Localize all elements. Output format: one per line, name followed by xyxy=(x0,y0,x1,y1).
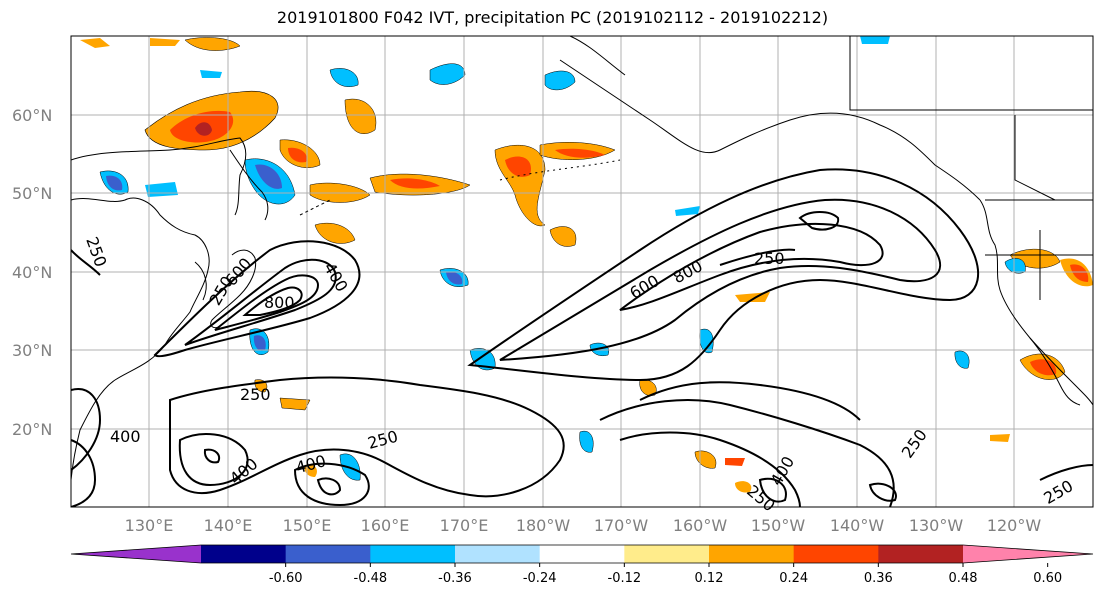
colorbar-tick-label: -0.60 xyxy=(269,571,303,586)
colorbar-tick-label: 0.60 xyxy=(1033,571,1062,586)
lat-tick-label: 30°N xyxy=(12,341,52,360)
lon-tick-label: 150°E xyxy=(283,516,332,535)
colorbar-tick-label: -0.36 xyxy=(438,571,472,586)
colorbar-tick-label: 0.36 xyxy=(864,571,893,586)
colorbar-outline xyxy=(70,544,1094,564)
lon-tick-labels: 130°E 140°E 150°E 160°E 170°E 180°W 170°… xyxy=(125,516,1042,535)
lon-tick-label: 130°W xyxy=(909,516,964,535)
colorbar-segment xyxy=(285,545,371,563)
colorbar-segment xyxy=(455,545,541,563)
colorbar-tick-label: -0.48 xyxy=(354,571,388,586)
contour-label: 800 xyxy=(264,293,295,312)
map-title: 2019101800 F042 IVT, precipitation PC (2… xyxy=(276,8,829,27)
colorbar-tick-label: -0.24 xyxy=(523,571,557,586)
contour-label: 250 xyxy=(754,249,785,268)
lat-tick-label: 40°N xyxy=(12,263,52,282)
lon-tick-label: 180°W xyxy=(516,516,571,535)
colorbar-segment xyxy=(878,545,964,563)
map-frame xyxy=(70,35,1094,508)
lat-tick-labels: 60°N 50°N 40°N 30°N 20°N xyxy=(12,106,52,439)
lon-tick-label: 160°W xyxy=(673,516,728,535)
contour-label: 250 xyxy=(240,385,271,404)
lon-tick-label: 130°E xyxy=(125,516,174,535)
lon-tick-label: 150°W xyxy=(751,516,806,535)
colorbar-segment xyxy=(539,545,625,563)
colorbar: -0.60 -0.48 -0.36 -0.24 -0.12 0.12 0.24 0.36 0.4… xyxy=(70,544,1094,586)
ivt-contours xyxy=(71,168,1093,507)
colorbar-extend-low xyxy=(71,545,201,563)
colorbar-segment xyxy=(624,545,710,563)
lon-tick-label: 170°E xyxy=(440,516,489,535)
lon-tick-label: 160°E xyxy=(361,516,410,535)
lon-tick-label: 170°W xyxy=(594,516,649,535)
lon-tick-label: 140°E xyxy=(204,516,253,535)
lon-tick-label: 140°W xyxy=(830,516,885,535)
colorbar-tick-label: 0.12 xyxy=(695,571,724,586)
colorbar-segment xyxy=(709,545,795,563)
lat-tick-label: 50°N xyxy=(12,184,52,203)
coastlines xyxy=(71,36,1093,481)
lat-tick-label: 20°N xyxy=(12,420,52,439)
colorbar-segment xyxy=(793,545,879,563)
colorbar-tick-label: 0.24 xyxy=(779,571,808,586)
colorbar-extend-high xyxy=(963,545,1093,563)
lat-tick-label: 60°N xyxy=(12,106,52,125)
lon-tick-label: 120°W xyxy=(987,516,1042,535)
contour-label: 400 xyxy=(110,427,141,446)
colorbar-segment xyxy=(370,545,456,563)
colorbar-tick-label: -0.12 xyxy=(608,571,642,586)
colorbar-segment xyxy=(201,545,287,563)
colorbar-tick-label: 0.48 xyxy=(949,571,978,586)
